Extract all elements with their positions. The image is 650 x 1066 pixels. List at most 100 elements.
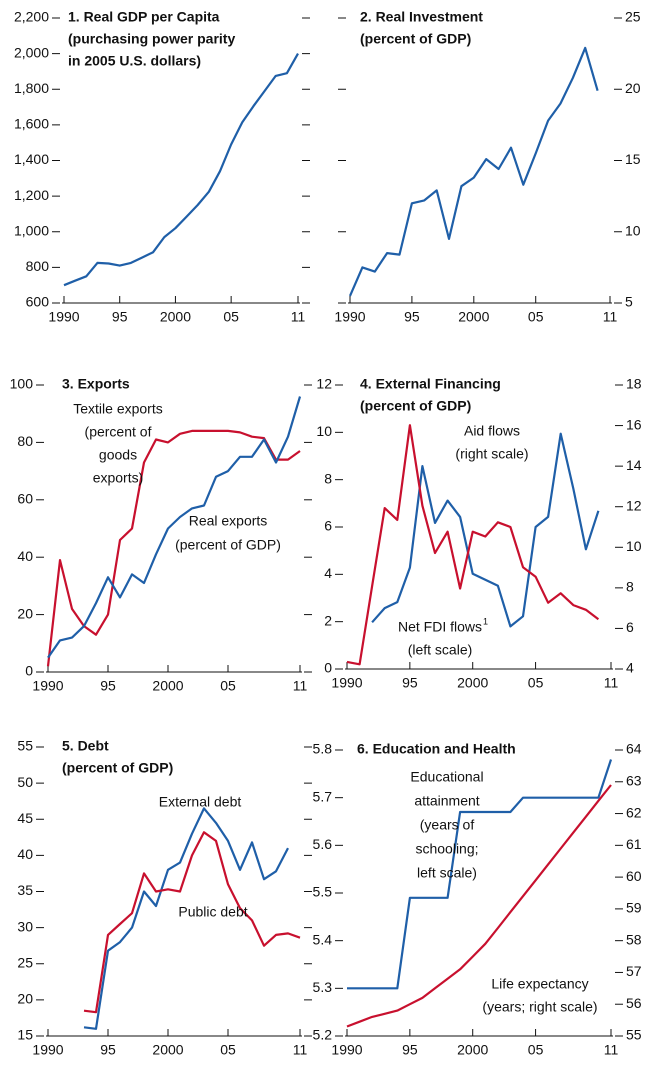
x-tick-label: 11 [603,309,618,325]
y-tick-label: 61 [626,836,642,852]
y-tick-label: 5.4 [313,931,333,947]
series-line [346,784,612,1028]
series-label: goods [99,447,137,463]
x-tick-label: 05 [220,678,236,694]
y-tick-label: 2 [324,612,332,628]
y-tick-label: 8 [626,579,634,595]
series-line [346,424,600,666]
y-tick-label: 80 [17,433,33,449]
y-tick-label: 15 [17,1027,33,1043]
x-tick-label: 2000 [160,309,191,325]
series-line [348,46,599,297]
y-tick-label: 4 [324,565,332,581]
y-tick-label: 100 [10,376,34,392]
chart-title: (percent of GDP) [62,760,173,776]
series-line [371,432,600,628]
y-tick-label: 600 [26,294,50,310]
x-tick-label: 95 [112,309,128,325]
series-label: (percent of GDP) [175,537,281,553]
y-tick-label: 50 [17,774,33,790]
y-tick-label: 16 [626,416,642,432]
series-line [46,429,301,667]
chart-title: 2. Real Investment [360,9,483,25]
x-tick-label: 05 [528,1042,544,1058]
series-line [347,759,613,990]
series-label: (years; right scale) [482,999,597,1015]
series-label: schooling; [415,841,478,857]
x-tick-label: 05 [220,1042,236,1058]
y-tick-label: 1,600 [14,116,49,132]
y-tick-label: 64 [626,741,642,757]
y-tick-label: 25 [17,954,33,970]
y-tick-label: 55 [626,1027,642,1043]
x-tick-label: 95 [100,678,116,694]
y-tick-label: 12 [316,376,332,392]
y-tick-label: 25 [625,9,641,25]
y-tick-label: 6 [626,619,634,635]
series-label: Educational [410,769,483,785]
footnote-mark: 1 [483,616,488,626]
series-label: (years of [420,817,475,833]
chart-title: 5. Debt [62,738,109,754]
x-tick-label: 1990 [331,675,362,691]
y-tick-label: 2,200 [14,9,49,25]
x-tick-label: 1990 [334,309,365,325]
y-tick-label: 1,200 [14,187,49,203]
y-tick-label: 1,400 [14,151,49,167]
x-tick-label: 2000 [457,1042,488,1058]
y-tick-label: 2,000 [14,44,49,60]
y-tick-label: 59 [626,900,642,916]
series-label: left scale) [417,865,477,881]
y-tick-label: 8 [324,470,332,486]
series-line [83,807,289,1030]
y-tick-label: 1,800 [14,80,49,96]
series-label: Public debt [178,904,247,920]
y-tick-label: 57 [626,963,642,979]
x-tick-label: 05 [528,675,544,691]
y-tick-label: 5.8 [313,741,333,757]
series-label: (percent of [85,424,152,440]
series-label: Life expectancy [491,976,588,992]
y-tick-label: 5.6 [313,836,333,852]
y-tick-label: 56 [626,995,642,1011]
y-tick-label: 58 [626,931,642,947]
series-label: External debt [159,794,242,810]
y-tick-label: 10 [316,423,332,439]
y-tick-label: 20 [625,80,641,96]
chart-title: (percent of GDP) [360,31,471,47]
y-tick-label: 4 [626,660,634,676]
x-tick-label: 2000 [457,675,488,691]
x-tick-label: 05 [528,309,544,325]
y-tick-label: 1,000 [14,222,49,238]
y-tick-label: 40 [17,846,33,862]
series-label: Net FDI flows [398,619,482,635]
y-tick-label: 20 [17,605,33,621]
y-tick-label: 45 [17,810,33,826]
chart-title: 6. Education and Health [357,741,516,757]
y-tick-label: 0 [25,663,33,679]
y-tick-label: 30 [17,918,33,934]
y-tick-label: 63 [626,772,642,788]
y-tick-label: 14 [626,457,642,473]
x-tick-label: 11 [604,675,619,691]
y-tick-label: 10 [625,222,641,238]
x-tick-label: 1990 [32,678,63,694]
y-tick-label: 60 [17,491,33,507]
series-label: attainment [414,793,479,809]
x-tick-label: 1990 [32,1042,63,1058]
y-tick-label: 10 [626,538,642,554]
y-tick-label: 5.5 [313,884,333,900]
chart-title: 3. Exports [62,376,130,392]
series-line [63,53,299,287]
y-tick-label: 5.7 [313,788,333,804]
series-label: Textile exports [73,401,162,417]
y-tick-label: 40 [17,548,33,564]
y-tick-label: 5.3 [313,979,333,995]
y-tick-label: 800 [26,258,50,274]
series-label: exports) [93,470,144,486]
series-line [47,396,302,659]
y-tick-label: 20 [17,991,33,1007]
x-tick-label: 1990 [48,309,79,325]
y-tick-label: 5 [625,294,633,310]
y-tick-label: 12 [626,497,642,513]
